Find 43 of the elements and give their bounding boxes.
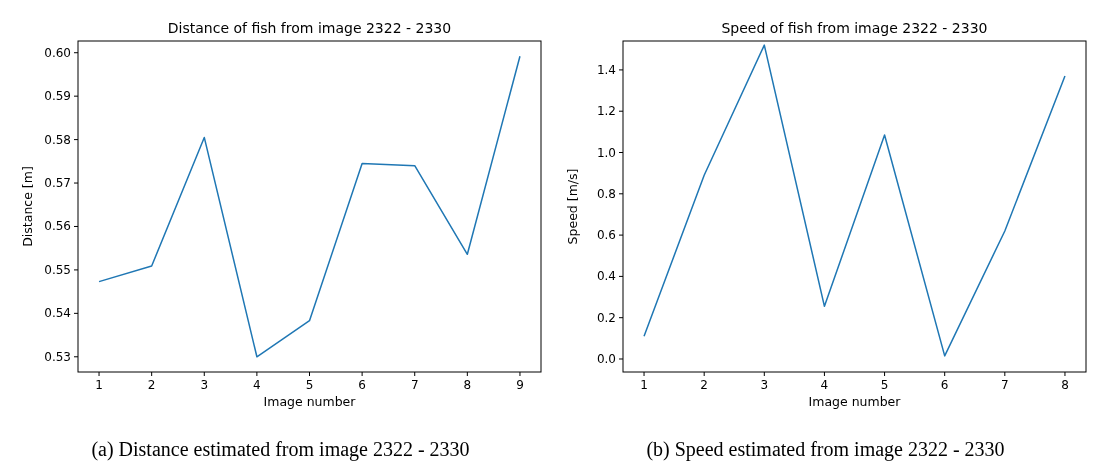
y-tick-label: 0.56: [44, 219, 71, 234]
x-tick-label: 7: [410, 378, 419, 392]
line-series: [98, 55, 521, 358]
text: (a) Distance estimated from image 2322 - 2330: [91, 438, 470, 461]
x-tick-label: 6: [358, 378, 366, 392]
x-tick-label: 4: [820, 378, 829, 392]
x-tick-label: 8: [463, 378, 472, 392]
y-tick-label: 1.0: [596, 145, 616, 160]
y-tick-label: 1.2: [596, 104, 616, 119]
x-axis-title: Image number: [263, 394, 357, 409]
x-tick-label: 2: [147, 378, 156, 392]
x-tick-label: 3: [200, 378, 209, 392]
x-tick-label: 2: [700, 378, 708, 392]
y-tick-label: 0.58: [44, 132, 71, 147]
x-tick-label: 5: [305, 378, 314, 392]
y-tick-label: 1.4: [596, 62, 616, 77]
y-tick-label: 0.59: [44, 89, 71, 104]
x-axis-title: Image number: [808, 394, 902, 409]
y-tick-label: 0.55: [44, 262, 71, 277]
text: (b) Speed estimated from image 2322 - 2330: [646, 438, 1005, 461]
y-axis-title: Speed [m/s]: [565, 168, 580, 245]
chart-title: Distance of fish from image 2322 - 2330: [167, 20, 452, 36]
x-tick-label: 4: [253, 378, 261, 392]
chart-title: Speed of fish from image 2322 - 2330: [721, 20, 988, 36]
y-axis-title: Distance [m]: [20, 166, 35, 247]
x-tick-label: 7: [1001, 378, 1009, 392]
y-tick-label: 0.4: [596, 269, 616, 284]
x-tick-label: 8: [1061, 378, 1069, 392]
line-series: [643, 44, 1066, 357]
y-tick-label: 0.6: [596, 228, 616, 243]
x-tick-label: 5: [880, 378, 889, 392]
y-tick-label: 0.8: [596, 186, 616, 201]
x-tick-label: 1: [640, 378, 648, 392]
y-tick-label: 0.53: [44, 349, 71, 364]
x-tick-label: 6: [940, 378, 949, 392]
x-tick-label: 3: [760, 378, 769, 392]
x-tick-label: 1: [95, 378, 103, 392]
y-tick-label: 0.2: [596, 310, 616, 325]
y-tick-label: 0.54: [44, 306, 71, 321]
y-tick-label: 0.0: [596, 351, 616, 366]
y-tick-label: 0.57: [44, 176, 71, 191]
y-tick-label: 0.60: [44, 45, 71, 60]
x-tick-label: 9: [516, 378, 524, 392]
